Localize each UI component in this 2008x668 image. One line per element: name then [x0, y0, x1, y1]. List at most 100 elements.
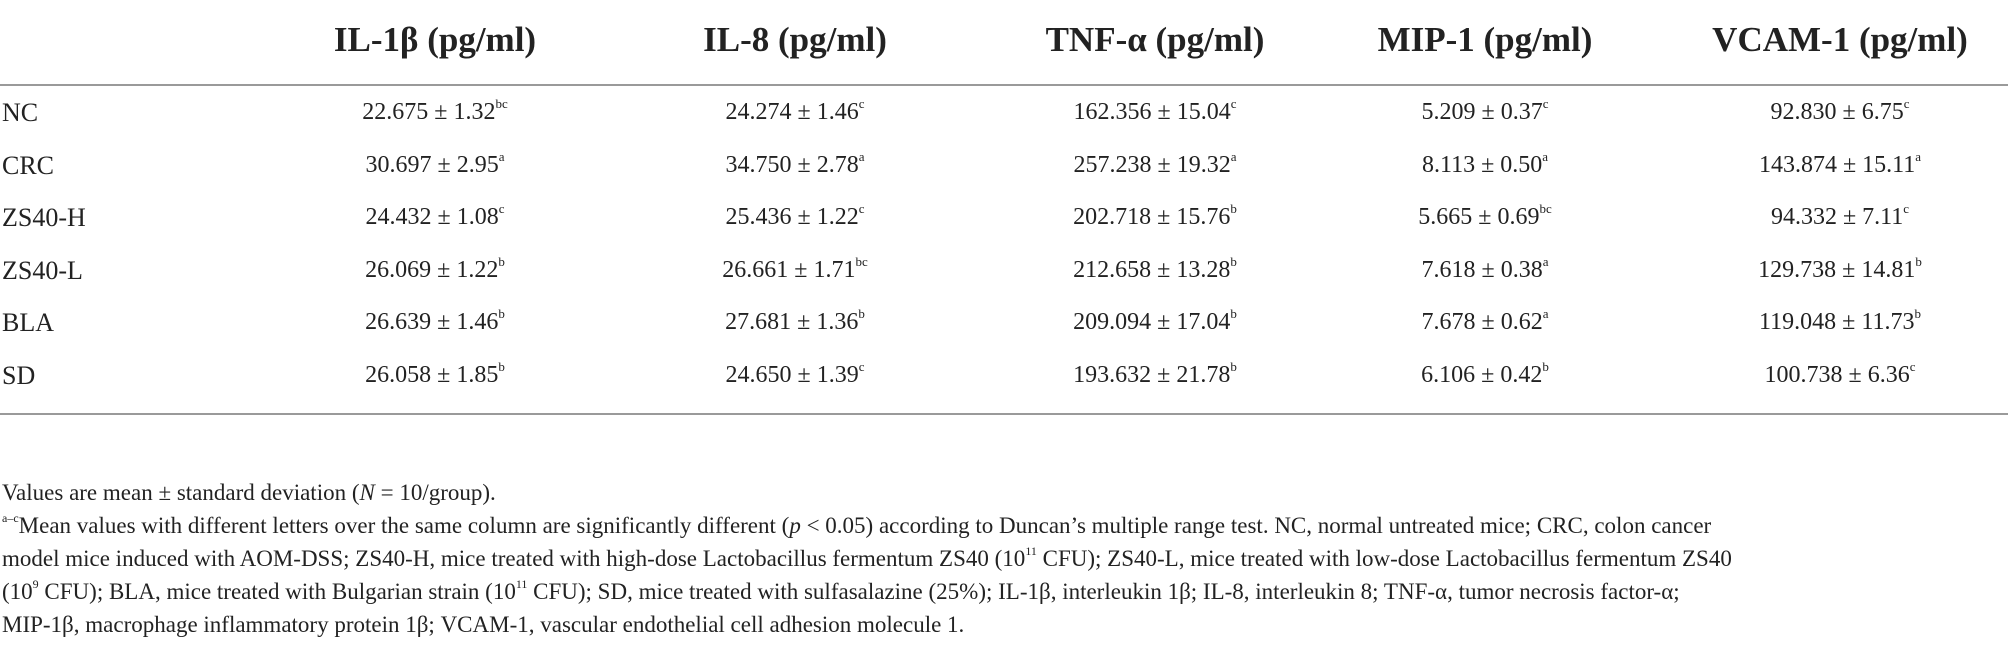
table-row: ZS40-H 24.432 ± 1.08c 25.436 ± 1.22c 202.71…	[0, 197, 2008, 249]
significance-letter: b	[1230, 201, 1237, 216]
column-header-vcam1: VCAM-1 (pg/ml)	[1712, 20, 1968, 59]
cell-value: 100.738 ± 6.36	[1764, 361, 1910, 388]
table-cell: 34.750 ± 2.78a	[650, 148, 940, 179]
table-cell: 7.678 ± 0.62a	[1340, 306, 1630, 336]
table-row: SD 26.058 ± 1.85b 24.650 ± 1.39c 193.632 ± …	[0, 355, 2008, 407]
cell-value: 129.738 ± 14.81	[1758, 256, 1916, 283]
significance-letter: a	[858, 148, 865, 164]
cell-value: 25.436 ± 1.22	[725, 204, 859, 230]
cell-value: 94.332 ± 7.11	[1770, 204, 1904, 230]
table-header-row: IL-1β (pg/ml) IL-8 (pg/ml) TNF-α (pg/ml)…	[0, 0, 2008, 84]
table-cell: 5.665 ± 0.69bc	[1340, 201, 1630, 231]
table-cell: 7.618 ± 0.38a	[1340, 253, 1630, 284]
column-header-tnfa: TNF-α (pg/ml)	[1045, 20, 1265, 59]
significance-letter: c	[858, 201, 865, 216]
significance-letter: b	[858, 306, 865, 321]
column-header-il1b: IL-1β (pg/ml)	[333, 20, 537, 59]
table-cell: 26.058 ± 1.85b	[290, 360, 580, 389]
significance-letter: c	[1230, 96, 1237, 111]
table-cell: 129.738 ± 14.81b	[1690, 253, 1990, 284]
cell-value: 30.697 ± 2.95	[365, 151, 499, 178]
cell-value: 143.874 ± 15.11	[1758, 151, 1916, 178]
significance-letter: b	[498, 306, 505, 321]
table-cell: 24.274 ± 1.46c	[650, 96, 940, 126]
table-row: CRC 30.697 ± 2.95a 34.750 ± 2.78a 257.238 ±…	[0, 145, 2008, 197]
significance-letter: bc	[1539, 201, 1552, 216]
note-significance: a–cMean values with different letters ov…	[2, 511, 1712, 538]
table-cell: 257.238 ± 19.32a	[1010, 148, 1300, 179]
cell-value: 26.058 ± 1.85	[365, 361, 499, 388]
cell-value: 26.661 ± 1.71	[722, 256, 856, 283]
table-cell: 212.658 ± 13.28b	[1010, 253, 1300, 284]
table-cell: 162.356 ± 15.04c	[1010, 96, 1300, 126]
cell-value: 92.830 ± 6.75	[1770, 99, 1904, 125]
significance-letter: b	[498, 253, 505, 269]
significance-letter: c	[1542, 96, 1549, 111]
note-abbreviations-2: (109 CFU); BLA, mice treated with Bulgar…	[2, 577, 1680, 604]
table-row: ZS40-L 26.069 ± 1.22b 26.661 ± 1.71bc 212.6…	[0, 250, 2008, 302]
significance-letter: a	[498, 148, 505, 164]
row-group-label: ZS40-H	[2, 203, 86, 232]
significance-letter: bc	[495, 96, 508, 111]
cell-value: 26.639 ± 1.46	[365, 309, 499, 335]
cell-value: 34.750 ± 2.78	[725, 151, 859, 178]
significance-letter: c	[858, 96, 865, 111]
cell-value: 26.069 ± 1.22	[365, 256, 499, 283]
table-cell: 24.432 ± 1.08c	[290, 201, 580, 231]
cell-value: 5.209 ± 0.37	[1421, 99, 1543, 125]
table-cell: 5.209 ± 0.37c	[1340, 96, 1630, 126]
table-cell: 8.113 ± 0.50a	[1340, 148, 1630, 179]
cell-value: 193.632 ± 21.78	[1073, 361, 1231, 388]
table-cell: 92.830 ± 6.75c	[1690, 96, 1990, 126]
cell-value: 7.618 ± 0.38	[1421, 256, 1543, 283]
table-cell: 143.874 ± 15.11a	[1690, 150, 1990, 179]
table-cell: 24.650 ± 1.39c	[650, 360, 940, 389]
cell-value: 257.238 ± 19.32	[1073, 151, 1231, 178]
table-cell: 100.738 ± 6.36c	[1690, 358, 1990, 389]
table-cell: 193.632 ± 21.78b	[1010, 358, 1300, 389]
cell-value: 162.356 ± 15.04	[1073, 99, 1231, 125]
cell-value: 202.718 ± 15.76	[1073, 204, 1231, 230]
table-row: NC 22.675 ± 1.32bc 24.274 ± 1.46c 162.356 ±…	[0, 92, 2008, 144]
significance-letter: a	[1542, 306, 1549, 321]
table-cell: 30.697 ± 2.95a	[290, 148, 580, 179]
table-cell: 22.675 ± 1.32bc	[290, 96, 580, 126]
cell-value: 209.094 ± 17.04	[1073, 309, 1231, 335]
table-bottom-rule	[0, 413, 2008, 415]
cell-value: 119.048 ± 11.73	[1759, 309, 1915, 335]
cell-value: 24.274 ± 1.46	[725, 99, 859, 125]
significance-letter: b	[1230, 358, 1237, 374]
table-cell: 26.069 ± 1.22b	[290, 253, 580, 284]
row-group-label: CRC	[2, 150, 55, 180]
significance-letter: b	[1914, 306, 1921, 321]
significance-letter: a	[1542, 253, 1549, 269]
row-group-label: NC	[2, 98, 39, 127]
table-top-rule	[0, 84, 2008, 86]
significance-letter: c	[1903, 201, 1910, 216]
significance-letter: a	[1542, 148, 1549, 164]
significance-letter: c	[498, 201, 505, 216]
significance-letter: c	[1909, 358, 1916, 374]
significance-letter: b	[1230, 306, 1237, 321]
table-cell: 202.718 ± 15.76b	[1010, 201, 1300, 231]
significance-letter: b	[1542, 358, 1549, 374]
significance-letter: a	[1230, 148, 1237, 164]
note-abbreviations-1: model mice induced with AOM-DSS; ZS40-H,…	[2, 544, 1732, 571]
table-cell: 209.094 ± 17.04b	[1010, 306, 1300, 336]
cell-value: 27.681 ± 1.36	[725, 309, 859, 335]
significance-letter: c	[1903, 96, 1910, 111]
significance-letter: b	[1915, 253, 1922, 269]
table-cell: 27.681 ± 1.36b	[650, 306, 940, 336]
note-abbreviations-3: MIP-1β, macrophage inflammatory protein …	[2, 612, 965, 637]
cell-value: 8.113 ± 0.50	[1421, 151, 1543, 178]
cell-value: 24.432 ± 1.08	[365, 204, 499, 230]
cell-value: 212.658 ± 13.28	[1073, 256, 1231, 283]
row-group-label: ZS40-L	[2, 255, 83, 285]
table-cell: 26.661 ± 1.71bc	[650, 253, 940, 284]
column-header-mip1: MIP-1 (pg/ml)	[1377, 20, 1593, 59]
table-cell: 25.436 ± 1.22c	[650, 201, 940, 231]
significance-letter: bc	[855, 253, 868, 269]
significance-letter: b	[1230, 253, 1237, 269]
row-group-label: SD	[2, 360, 36, 390]
cell-value: 7.678 ± 0.62	[1421, 309, 1543, 335]
